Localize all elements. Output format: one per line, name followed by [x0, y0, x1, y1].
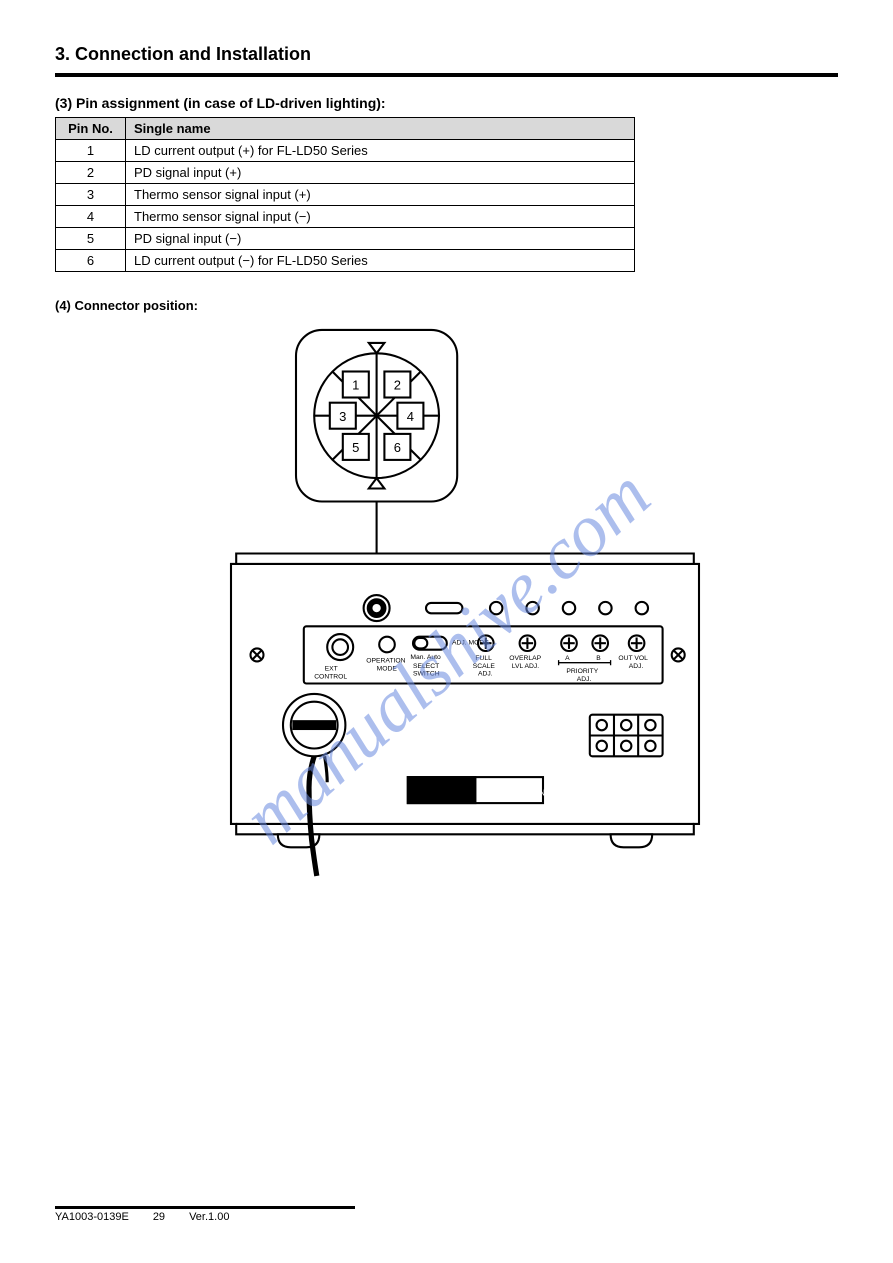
table-title: (3) Pin assignment (in case of LD-driven… — [55, 95, 838, 111]
footer-doc-id: YA1003-0139E — [55, 1211, 129, 1223]
col-pin-header: Pin No. — [56, 118, 126, 140]
svg-text:SCALE: SCALE — [473, 663, 496, 670]
signal-cell: LD current output (+) for FL-LD50 Series — [126, 140, 635, 162]
section-title: 3. Connection and Installation — [55, 44, 838, 65]
pin-cell: 4 — [56, 206, 126, 228]
operation-mode-label: OPERATION — [366, 658, 405, 665]
signal-cell: PD signal input (−) — [126, 228, 635, 250]
svg-text:3: 3 — [339, 409, 346, 424]
pin-cell: 1 — [56, 140, 126, 162]
svg-text:5: 5 — [352, 440, 359, 455]
table-row: 6 LD current output (−) for FL-LD50 Seri… — [56, 250, 635, 272]
svg-text:4: 4 — [407, 409, 414, 424]
svg-text:CONTROL: CONTROL — [314, 673, 347, 680]
section-rule — [55, 73, 838, 77]
svg-text:1: 1 — [352, 378, 359, 393]
signal-cell: PD signal input (+) — [126, 162, 635, 184]
signal-cell: Thermo sensor signal input (+) — [126, 184, 635, 206]
svg-text:6: 6 — [394, 440, 401, 455]
pin-assignment-table: Pin No. Single name 1 LD current output … — [55, 117, 635, 272]
connector-position-figure: 1 2 3 4 5 6 — [205, 319, 725, 879]
select-switch-label: SELECT — [413, 663, 439, 670]
pin-cell: 2 — [56, 162, 126, 184]
figure-caption: (4) Connector position: — [55, 298, 838, 313]
svg-text:MODE: MODE — [377, 666, 398, 673]
table-row: 5 PD signal input (−) — [56, 228, 635, 250]
priority-adj-label: PRIORITY — [566, 668, 598, 675]
priority-b-label: B — [596, 655, 601, 662]
signal-cell: LD current output (−) for FL-LD50 Series — [126, 250, 635, 272]
col-signal-header: Single name — [126, 118, 635, 140]
svg-text:ADJ.: ADJ. — [629, 663, 644, 670]
priority-a-label: A — [565, 655, 570, 662]
man-auto-label: Man. Auto — [410, 654, 441, 661]
svg-text:ADJ.: ADJ. — [577, 676, 592, 683]
svg-text:2: 2 — [394, 378, 401, 393]
footer-rule — [55, 1206, 355, 1209]
svg-text:SWITCH: SWITCH — [413, 671, 440, 678]
adj-mode-label: ADJ. MODE — [452, 640, 489, 647]
pin-cell: 3 — [56, 184, 126, 206]
signal-cell: Thermo sensor signal input (−) — [126, 206, 635, 228]
table-row: 2 PD signal input (+) — [56, 162, 635, 184]
table-row: 3 Thermo sensor signal input (+) — [56, 184, 635, 206]
page-footer: YA1003-0139E 29 Ver.1.00 — [55, 1206, 838, 1223]
svg-text:ADJ.: ADJ. — [478, 671, 493, 678]
table-row: 4 Thermo sensor signal input (−) — [56, 206, 635, 228]
device-diagram-svg: 1 2 3 4 5 6 — [205, 319, 725, 879]
connector-detail-callout: 1 2 3 4 5 6 — [296, 330, 457, 502]
footer-page-number: 29 — [153, 1211, 165, 1223]
out-vol-adj-label: OUT VOL — [618, 655, 648, 662]
full-scale-adj-label: FULL — [475, 655, 492, 662]
pin-cell: 6 — [56, 250, 126, 272]
ext-control-label: EXT — [325, 666, 338, 673]
made-in-japan-label: MADE IN JAPAN — [486, 788, 545, 797]
footer-revision: Ver.1.00 — [189, 1211, 229, 1223]
pin-cell: 5 — [56, 228, 126, 250]
svg-text:LVL ADJ.: LVL ADJ. — [512, 663, 540, 670]
table-row: 1 LD current output (+) for FL-LD50 Seri… — [56, 140, 635, 162]
device-chassis — [231, 554, 699, 876]
overlap-lvl-adj-label: OVERLAP — [509, 655, 541, 662]
table-header-row: Pin No. Single name — [56, 118, 635, 140]
